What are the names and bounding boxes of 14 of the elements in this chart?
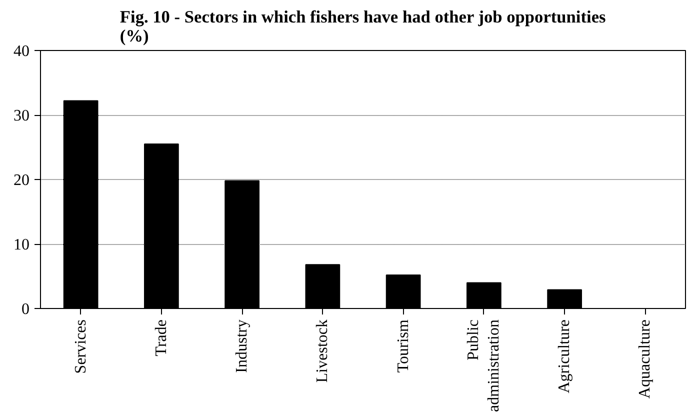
y-tick-label: 20 — [14, 172, 30, 189]
x-tick-label: Tourism — [394, 318, 412, 373]
x-tick-label: Industry — [234, 320, 251, 373]
x-tick-label: Agriculture — [556, 320, 574, 394]
x-tick-label: Aquaculture — [636, 320, 654, 399]
y-tick-label: 10 — [14, 236, 30, 254]
x-tick-label: Livestock — [314, 320, 332, 383]
x-tick-label: Services — [72, 320, 90, 374]
chart-title: Fig. 10 - Sectors in which fishers have had other job opportunities (%) — [120, 8, 606, 46]
x-tick-label: Trade — [152, 319, 170, 356]
y-tick-label: 40 — [14, 43, 30, 60]
y-tick-label: 30 — [14, 108, 30, 124]
y-tick-label: 0 — [22, 301, 30, 318]
x-tick-label: Public administration — [465, 319, 503, 412]
